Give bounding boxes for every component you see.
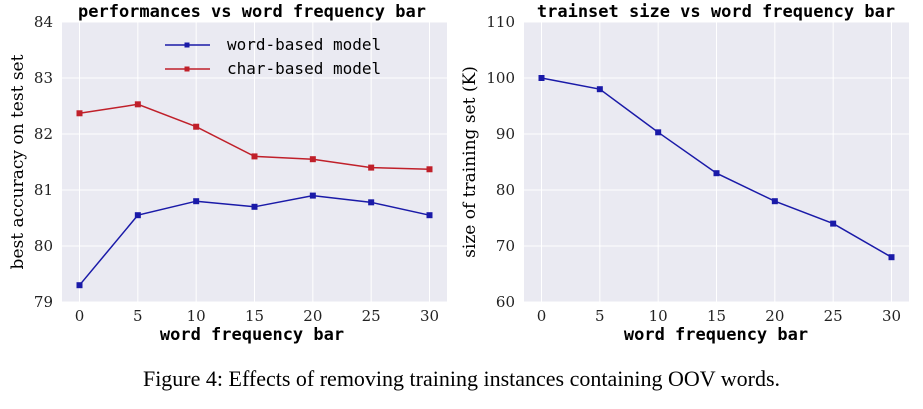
ytick-label: 81 bbox=[34, 181, 53, 199]
series-right bbox=[538, 75, 895, 261]
ytick-label: 70 bbox=[496, 237, 515, 255]
ytick-label: 83 bbox=[34, 69, 53, 87]
chart-left-xlabel: word frequency bar bbox=[160, 325, 344, 345]
yticks-left: 79 80 81 82 83 84 bbox=[34, 13, 53, 311]
data-point bbox=[309, 192, 316, 199]
chart-left: performances vs word frequency bar word … bbox=[8, 2, 447, 345]
xtick-label: 30 bbox=[882, 307, 901, 325]
xtick-label: 25 bbox=[362, 307, 381, 325]
chart-right: trainset size vs word frequency bar word… bbox=[460, 2, 909, 345]
xtick-label: 20 bbox=[765, 307, 784, 325]
chart-right-ylabel: size of training set (K) bbox=[460, 66, 480, 258]
chart-right-xlabel: word frequency bar bbox=[624, 325, 808, 345]
legend-label-word: word-based model bbox=[227, 35, 381, 54]
ytick-label: 110 bbox=[486, 13, 515, 31]
xtick-label: 15 bbox=[707, 307, 726, 325]
xticks-left: 0 5 10 15 20 25 30 bbox=[75, 307, 439, 325]
data-point bbox=[368, 164, 375, 171]
xtick-label: 30 bbox=[420, 307, 439, 325]
ytick-label: 100 bbox=[486, 69, 515, 87]
data-point bbox=[76, 282, 83, 289]
data-point bbox=[713, 170, 720, 177]
data-point bbox=[538, 75, 545, 81]
data-point bbox=[771, 198, 778, 205]
data-point bbox=[76, 110, 83, 117]
figure: performances vs word frequency bar word … bbox=[8, 2, 909, 345]
gridlines-right bbox=[524, 21, 909, 303]
xtick-label: 20 bbox=[303, 307, 322, 325]
ytick-label: 82 bbox=[34, 125, 53, 143]
xtick-label: 10 bbox=[187, 307, 206, 325]
data-point bbox=[251, 203, 258, 210]
figure-caption: Figure 4: Effects of removing training i… bbox=[142, 366, 781, 391]
ytick-label: 80 bbox=[496, 181, 515, 199]
xtick-label: 25 bbox=[824, 307, 843, 325]
data-point bbox=[596, 86, 603, 93]
data-point bbox=[134, 212, 141, 219]
xtick-label: 5 bbox=[133, 307, 143, 325]
chart-right-title: trainset size vs word frequency bar bbox=[537, 2, 895, 22]
chart-left-title: performances vs word frequency bar bbox=[78, 2, 426, 22]
yticks-right: 60 70 80 90 100 110 bbox=[486, 13, 515, 311]
data-point bbox=[309, 156, 316, 163]
data-point bbox=[193, 198, 200, 205]
data-point bbox=[368, 199, 375, 206]
ytick-label: 60 bbox=[496, 293, 515, 311]
xticks-right: 0 5 10 15 20 25 30 bbox=[537, 307, 901, 325]
chart-left-ylabel: best accuracy on test set bbox=[8, 54, 28, 269]
legend-marker-char bbox=[184, 66, 190, 72]
ytick-label: 80 bbox=[34, 237, 53, 255]
data-point bbox=[134, 101, 141, 108]
data-point bbox=[655, 129, 662, 136]
data-point bbox=[193, 123, 200, 130]
xtick-label: 0 bbox=[75, 307, 85, 325]
xtick-label: 15 bbox=[245, 307, 264, 325]
legend-label-char: char-based model bbox=[227, 59, 381, 78]
legend: word-based model char-based model bbox=[165, 35, 381, 78]
xtick-label: 5 bbox=[595, 307, 605, 325]
ytick-label: 79 bbox=[34, 293, 53, 311]
ytick-label: 84 bbox=[34, 13, 53, 31]
xtick-label: 0 bbox=[537, 307, 547, 325]
data-point bbox=[426, 212, 433, 219]
ytick-label: 90 bbox=[496, 125, 515, 143]
legend-marker-word bbox=[184, 42, 190, 48]
series-left bbox=[76, 101, 433, 289]
data-point bbox=[251, 153, 258, 160]
data-point bbox=[426, 166, 433, 173]
data-point bbox=[888, 254, 895, 261]
data-point bbox=[830, 220, 837, 227]
xtick-label: 10 bbox=[649, 307, 668, 325]
